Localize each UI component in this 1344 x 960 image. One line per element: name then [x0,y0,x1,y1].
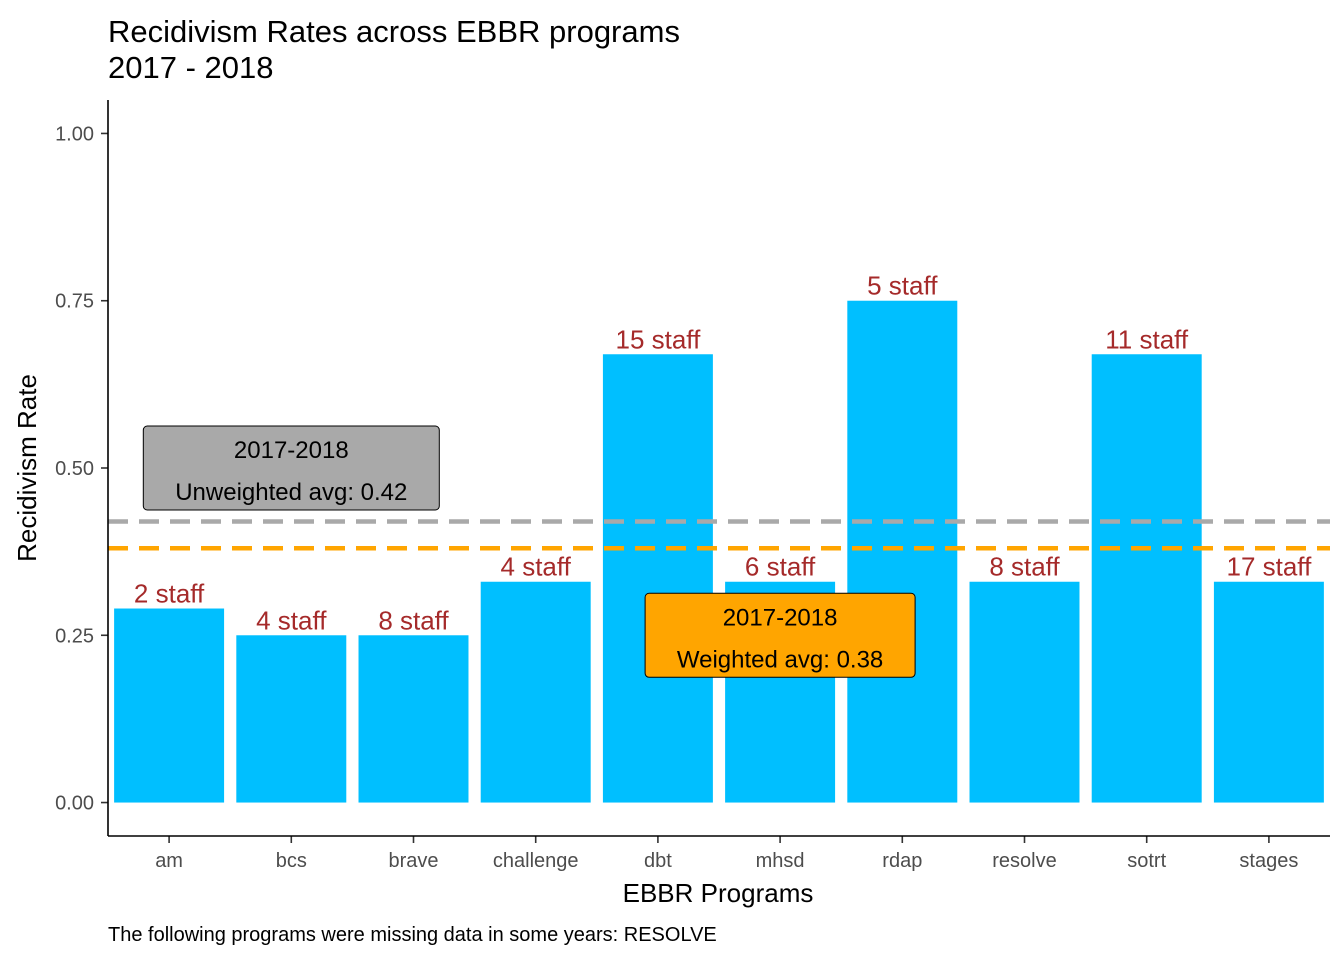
weighted-average-label-line-2: Weighted avg: 0.38 [677,646,883,673]
y-tick-label: 0.50 [55,458,94,480]
y-tick-label: 0.75 [55,291,94,313]
x-axis-title: EBBR Programs [623,878,814,908]
bar-label-mhsd: 6 staff [745,552,816,582]
unweighted-average-label-box [142,425,440,511]
bar-label-sotrt: 11 staff [1105,324,1189,354]
chart-title: Recidivism Rates across EBBR programs [108,14,680,49]
x-tick-label-mhsd: mhsd [756,850,805,872]
bar-label-stages: 17 staff [1226,552,1312,582]
unweighted-average-label-line-1: 2017-2018 [234,437,349,464]
x-tick-label-bcs: bcs [276,850,307,872]
x-tick-label-rdap: rdap [882,850,922,872]
bar-sotrt [1091,354,1202,803]
bar-resolve [969,581,1080,803]
bar-brave [358,635,469,803]
bar-label-dbt: 15 staff [615,324,701,354]
bar-label-bcs: 4 staff [256,605,327,635]
bar-challenge [480,581,591,803]
x-tick-label-resolve: resolve [992,850,1056,872]
chart-caption: The following programs were missing data… [108,924,717,946]
y-tick-label: 0.00 [55,793,94,815]
bar-stages [1213,581,1324,803]
bar-dbt [602,354,713,803]
chart-subtitle: 2017 - 2018 [108,50,273,85]
plot-area: 0.00 0.25 0.50 0.75 1.00 2 staff am 4 staff bcs 8… [55,123,1330,872]
bar-label-am: 2 staff [134,579,205,609]
y-axis-title: Recidivism Rate [12,374,42,562]
x-tick-label-challenge: challenge [493,850,579,872]
bar-bcs [236,635,347,803]
weighted-average-label-line-1: 2017-2018 [723,604,838,631]
x-tick-label-sotrt: sotrt [1127,850,1166,872]
unweighted-average-label-line-2: Unweighted avg: 0.42 [175,479,407,506]
bar-label-challenge: 4 staff [501,552,572,582]
x-tick-label-dbt: dbt [644,850,672,872]
weighted-average-label-box [644,592,916,678]
bar-label-resolve: 8 staff [989,552,1060,582]
x-tick-label-am: am [155,850,183,872]
x-tick-label-stages: stages [1239,850,1298,872]
y-tick-label: 1.00 [55,123,94,145]
bar-am [114,608,225,803]
bar-label-rdap: 5 staff [867,271,938,301]
x-tick-label-brave: brave [388,850,438,872]
bar-rdap [847,300,958,803]
y-tick-label: 0.25 [55,625,94,647]
bar-label-brave: 8 staff [378,605,449,635]
